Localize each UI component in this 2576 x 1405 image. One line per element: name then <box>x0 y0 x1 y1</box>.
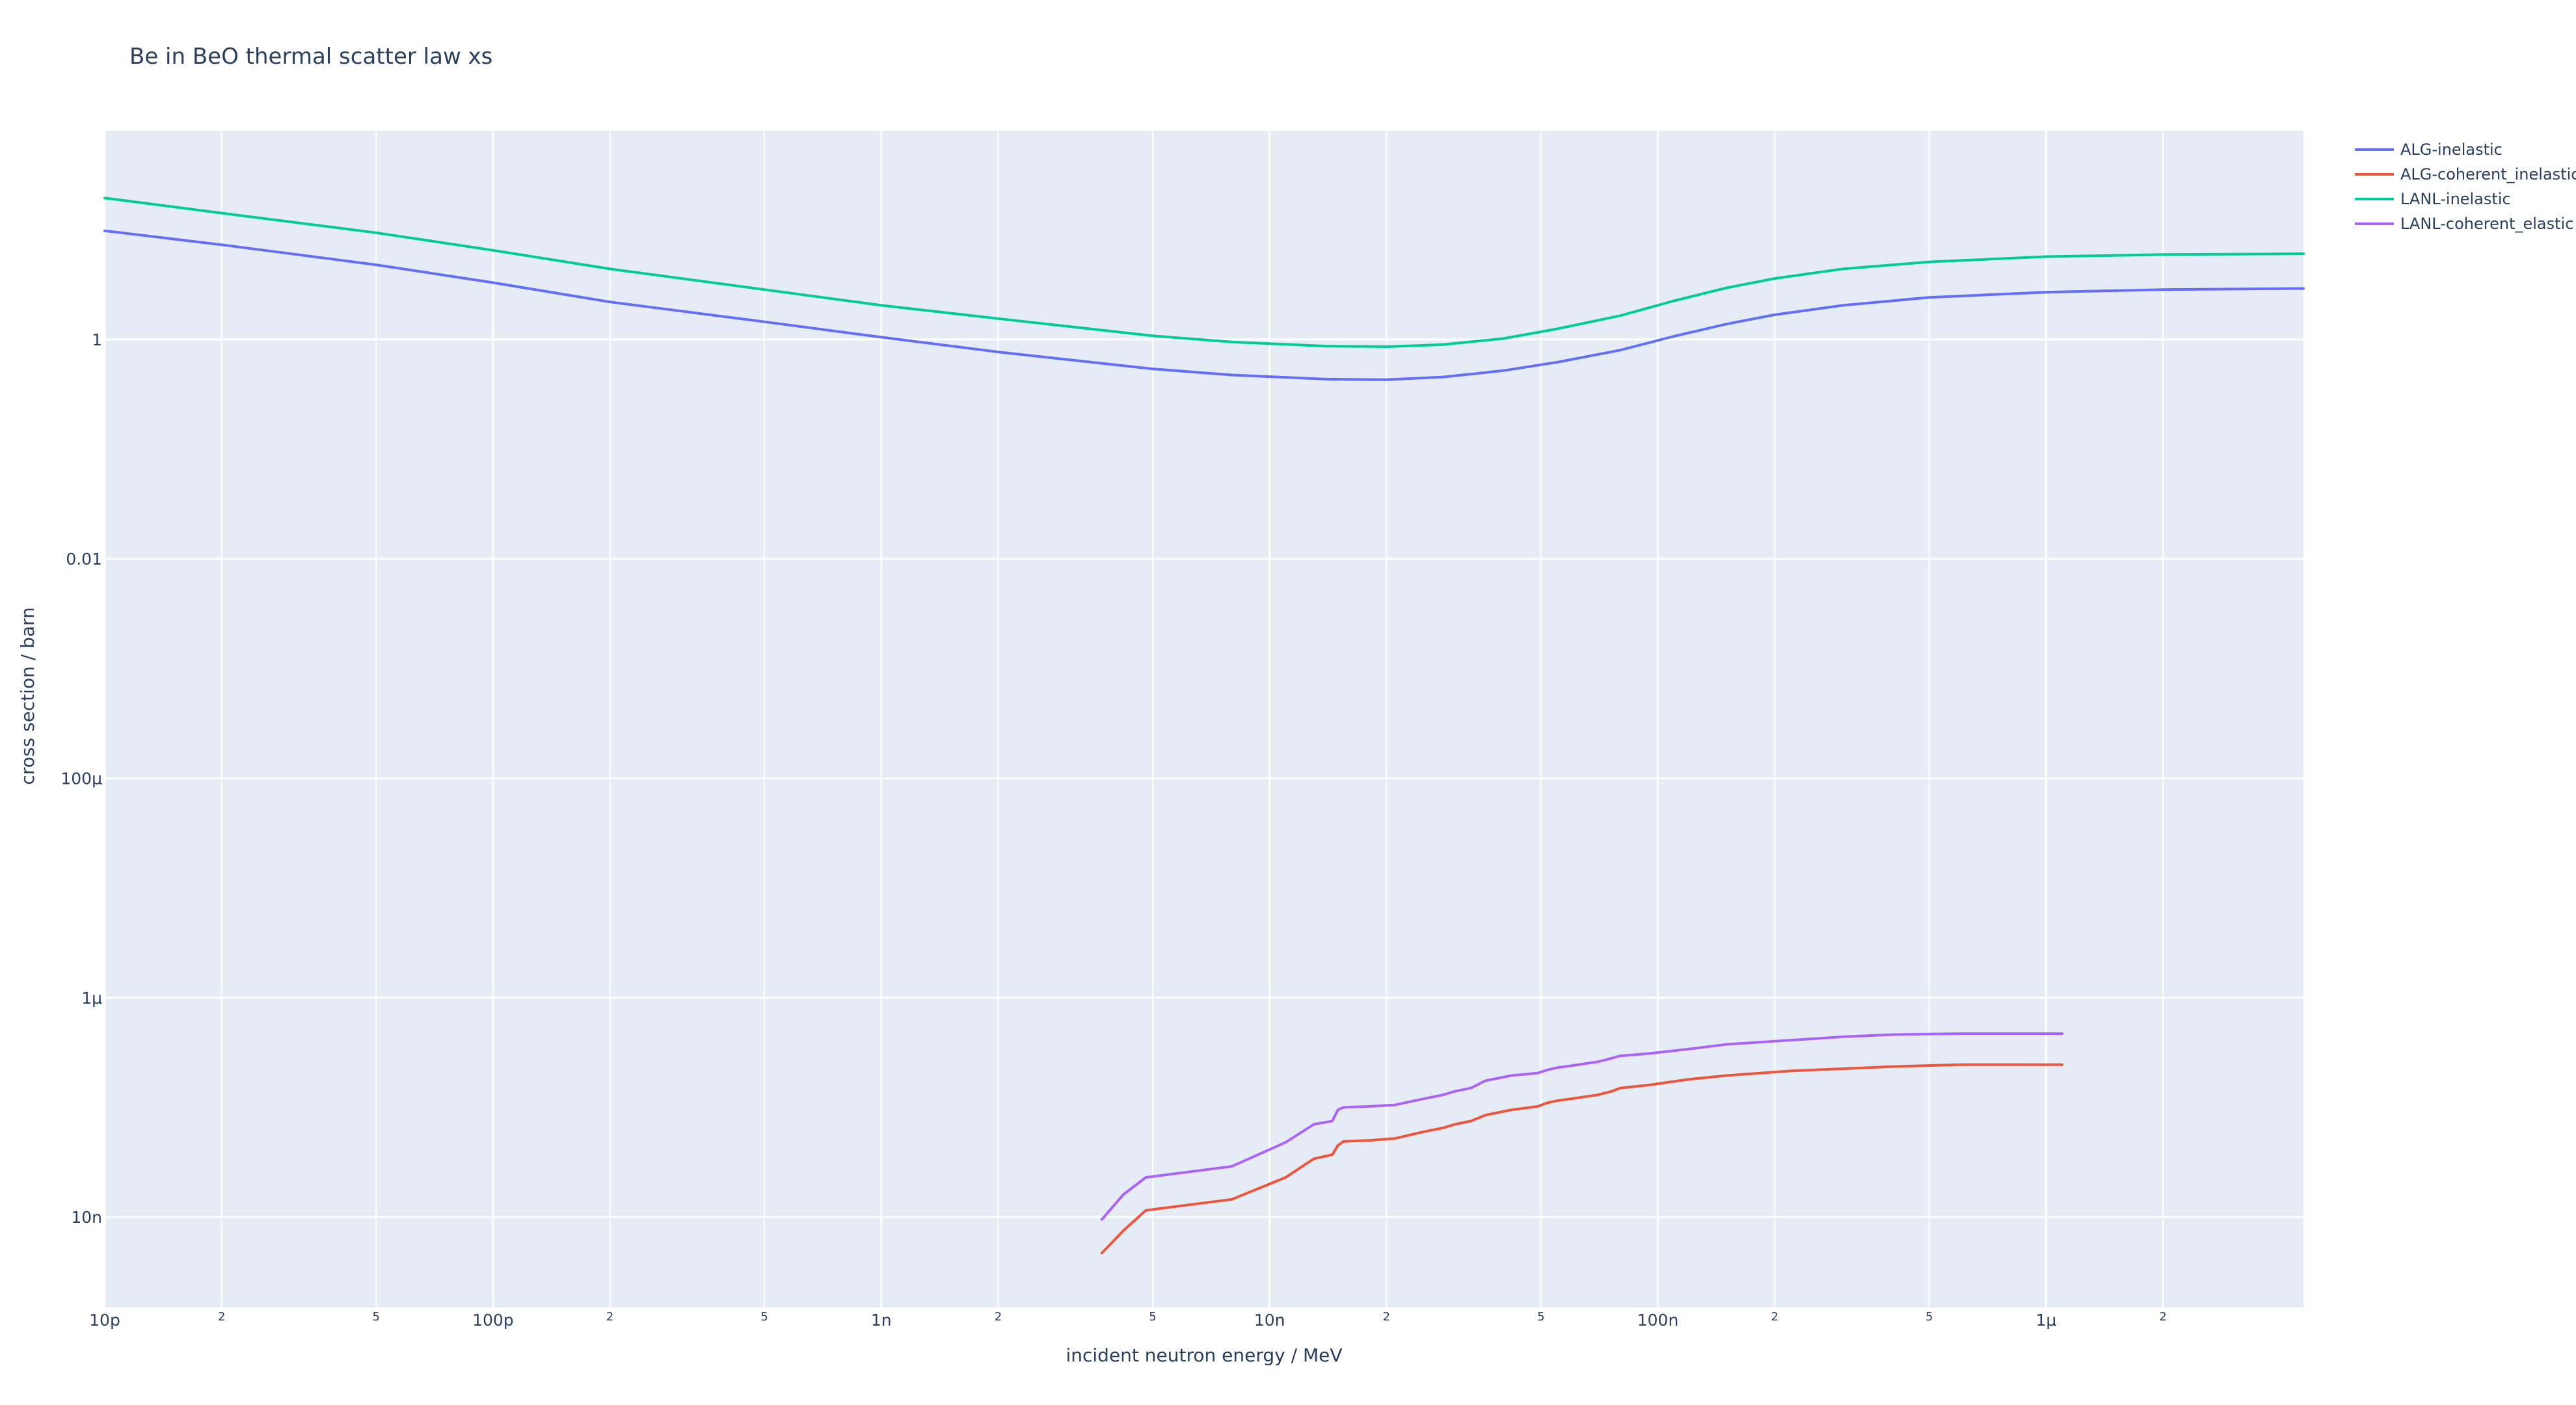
legend-item[interactable]: LANL-coherent_elastic <box>2355 215 2573 233</box>
y-tick-label: 1 <box>92 330 102 349</box>
series-line-LANL-inelastic <box>103 196 2305 348</box>
x-tick-label: 2 <box>1771 1310 1778 1324</box>
x-tick-label: 10p <box>89 1311 120 1330</box>
legend-label: LANL-inelastic <box>2400 190 2511 208</box>
x-tick-label: 5 <box>1537 1310 1544 1324</box>
x-axis-ticks: 10p 2 5 100p 2 5 1n 2 5 10n 2 5 100n 2 5 1μ 2 <box>89 1310 2167 1330</box>
series-line-LANL-coherent_elastic <box>1100 1032 2064 1221</box>
legend[interactable]: ALG-inelastic ALG-coherent_inelastic LANL-… <box>2355 140 2576 233</box>
x-tick-label: 2 <box>2159 1310 2166 1324</box>
x-tick-label: 1μ <box>2036 1311 2057 1330</box>
chart-title: Be in BeO thermal scatter law xs <box>129 44 492 70</box>
y-tick-label: 100μ <box>60 769 102 788</box>
legend-label: LANL-coherent_elastic <box>2400 215 2573 233</box>
series-lines <box>103 196 2305 1255</box>
x-axis-title: incident neutron energy / MeV <box>1066 1345 1342 1366</box>
legend-label: ALG-inelastic <box>2400 140 2502 159</box>
y-tick-label: 1μ <box>81 989 102 1008</box>
x-tick-label: 10n <box>1254 1311 1285 1330</box>
x-tick-label: 2 <box>218 1310 225 1324</box>
x-tick-label: 2 <box>606 1310 613 1324</box>
x-tick-label: 5 <box>372 1310 379 1324</box>
series-line-ALG-inelastic <box>103 229 2305 381</box>
legend-item[interactable]: LANL-inelastic <box>2355 190 2511 208</box>
y-axis-ticks: 1 0.01 100μ 1μ 10n <box>60 330 102 1227</box>
plot-area <box>105 131 2303 1307</box>
y-tick-label: 10n <box>71 1208 102 1227</box>
x-tick-label: 1n <box>871 1311 892 1330</box>
y-axis-title: cross section / barn <box>17 607 38 784</box>
legend-label: ALG-coherent_inelastic <box>2400 165 2576 183</box>
legend-item[interactable]: ALG-inelastic <box>2355 140 2502 159</box>
x-tick-label: 100p <box>472 1311 514 1330</box>
series-line-ALG-coherent_inelastic <box>1100 1063 2064 1255</box>
y-tick-label: 0.01 <box>66 550 102 569</box>
x-tick-label: 2 <box>1383 1310 1390 1324</box>
legend-item[interactable]: ALG-coherent_inelastic <box>2355 165 2576 183</box>
x-tick-label: 5 <box>1925 1310 1933 1324</box>
x-tick-label: 5 <box>1149 1310 1156 1324</box>
x-tick-label: 2 <box>995 1310 1002 1324</box>
x-tick-label: 100n <box>1637 1311 1679 1330</box>
x-tick-label: 5 <box>760 1310 768 1324</box>
